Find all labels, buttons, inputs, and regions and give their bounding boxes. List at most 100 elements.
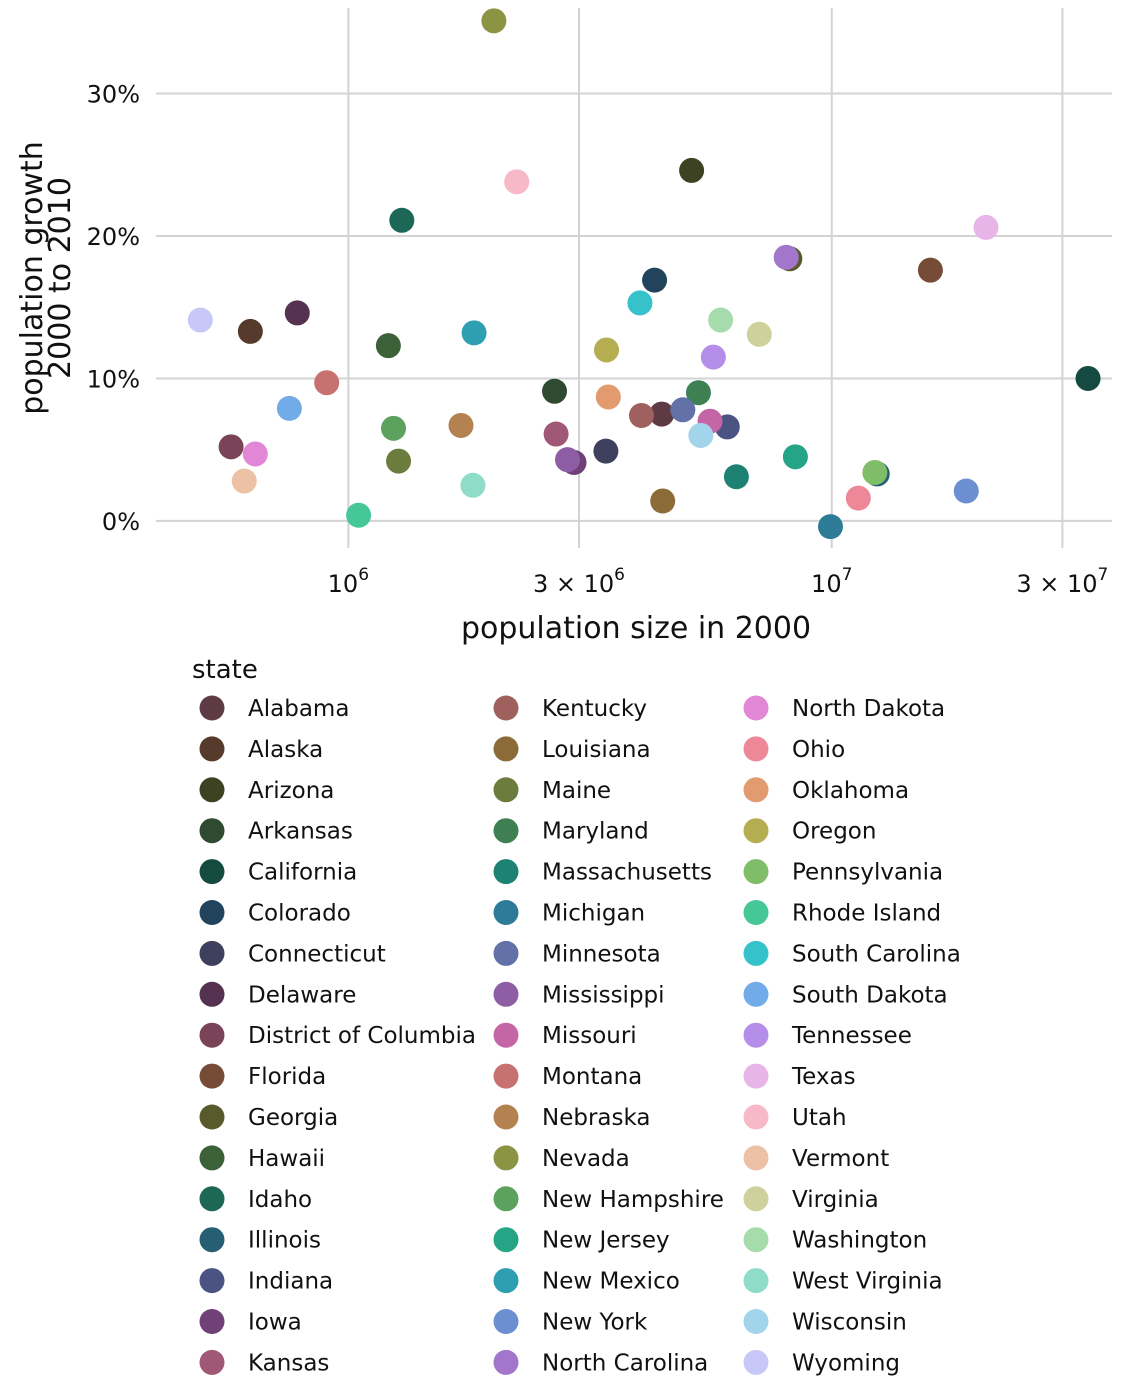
legend-item: Missouri (493, 1022, 637, 1049)
data-point-minnesota (670, 397, 696, 423)
data-point-oklahoma (595, 384, 621, 410)
data-point-wyoming (187, 307, 213, 333)
legend-swatch (493, 818, 519, 844)
legend-label: Alabama (248, 696, 349, 722)
legend-swatch (199, 1227, 225, 1253)
legend-item: Massachusetts (493, 859, 712, 886)
data-point-louisiana (650, 488, 676, 514)
legend-item: Minnesota (493, 940, 661, 967)
data-point-wisconsin (688, 422, 714, 448)
data-point-maine (386, 448, 412, 474)
legend-label: Florida (248, 1064, 326, 1090)
data-point-new-mexico (461, 320, 487, 346)
x-tick-base: 10 (584, 570, 615, 598)
legend-item: Texas (743, 1063, 856, 1090)
data-point-north-carolina (773, 244, 799, 270)
legend-item: Nevada (493, 1145, 630, 1172)
legend-label: Arkansas (248, 819, 353, 845)
y-axis-title-line-2: 2000 to 2010 (43, 177, 78, 379)
legend-item: California (199, 859, 357, 886)
data-point-ohio (845, 485, 871, 511)
legend-label: Texas (791, 1064, 856, 1090)
legend-swatch (493, 859, 519, 885)
legend-label: Arizona (248, 778, 334, 804)
legend-swatch (743, 695, 769, 721)
legend-swatch (743, 940, 769, 966)
legend-item: South Dakota (743, 981, 948, 1008)
legend-label: Wyoming (792, 1350, 900, 1376)
legend-item: Montana (493, 1063, 642, 1090)
legend-item: Illinois (199, 1227, 321, 1254)
legend-label: Mississippi (542, 982, 665, 1008)
data-point-rhode-island (346, 502, 372, 528)
legend-label: Vermont (792, 1146, 889, 1172)
legend-swatch (199, 1268, 225, 1294)
legend-item: Idaho (199, 1186, 312, 1213)
legend-swatch (493, 981, 519, 1007)
data-point-oregon (593, 337, 619, 363)
data-point-new-hampshire (381, 415, 407, 441)
legend-swatch (493, 736, 519, 762)
legend-swatch (743, 900, 769, 925)
legend-item: Mississippi (493, 981, 665, 1008)
legend-swatch (199, 777, 225, 803)
data-point-kentucky (628, 402, 654, 428)
legend-label: Washington (792, 1228, 927, 1254)
legend-swatch (199, 1063, 225, 1089)
legend-label: Louisiana (542, 737, 651, 763)
y-axis-tick-labels: 0% 10% 20% 30% (87, 80, 140, 535)
y-tick-label: 0% (102, 508, 140, 536)
data-point-utah (504, 169, 530, 195)
legend-swatch (199, 900, 225, 925)
data-point-vermont (231, 468, 257, 494)
legend-label: New Hampshire (542, 1187, 724, 1213)
legend-item: Kansas (199, 1349, 329, 1376)
legend-swatch (199, 1349, 225, 1375)
data-point-florida (917, 257, 943, 283)
legend-label: Wisconsin (792, 1310, 907, 1336)
data-points (187, 8, 1101, 540)
legend-swatch (743, 777, 769, 803)
legend-item: Ohio (743, 736, 845, 763)
legend-swatch (493, 1186, 519, 1212)
legend-item: Maryland (493, 818, 649, 845)
legend-item: Washington (743, 1227, 927, 1254)
legend-swatch (743, 1349, 769, 1375)
data-point-arizona (679, 157, 705, 183)
data-point-colorado (642, 267, 668, 293)
legend-item: Alaska (199, 736, 323, 763)
legend-swatch (743, 1227, 769, 1253)
data-point-new-jersey (782, 444, 808, 470)
legend-swatch (199, 695, 225, 721)
x-tick-exponent: 6 (358, 565, 369, 585)
legend-label: Idaho (248, 1187, 312, 1213)
legend-label: Utah (792, 1105, 847, 1131)
legend-item: Wyoming (743, 1349, 900, 1376)
legend-swatch (199, 1104, 225, 1130)
legend-item: North Dakota (743, 695, 945, 722)
legend-swatch (493, 1349, 519, 1375)
data-point-washington (708, 307, 734, 333)
legend-swatch (493, 1268, 519, 1294)
legend-swatch (199, 818, 225, 844)
legend-item: Hawaii (199, 1145, 325, 1172)
legend-label: Minnesota (542, 941, 661, 967)
data-point-south-dakota (276, 395, 302, 421)
legend-swatch (199, 1309, 225, 1334)
data-point-michigan (817, 514, 843, 540)
legend-item: Vermont (743, 1145, 889, 1172)
legend-item: Utah (743, 1104, 847, 1131)
legend-label: South Carolina (792, 941, 961, 967)
legend-swatch (493, 940, 519, 966)
legend-item: Rhode Island (743, 900, 941, 927)
legend-title: state (192, 655, 258, 685)
legend-swatch (743, 736, 769, 762)
data-point-nevada (481, 8, 507, 34)
x-tick-exponent: 7 (842, 565, 853, 585)
x-tick-multiplier: 3 × (533, 570, 584, 598)
legend-swatch (743, 1145, 769, 1171)
data-point-maryland (685, 380, 711, 406)
legend-item: Delaware (199, 981, 356, 1008)
legend-swatch (743, 1063, 769, 1089)
